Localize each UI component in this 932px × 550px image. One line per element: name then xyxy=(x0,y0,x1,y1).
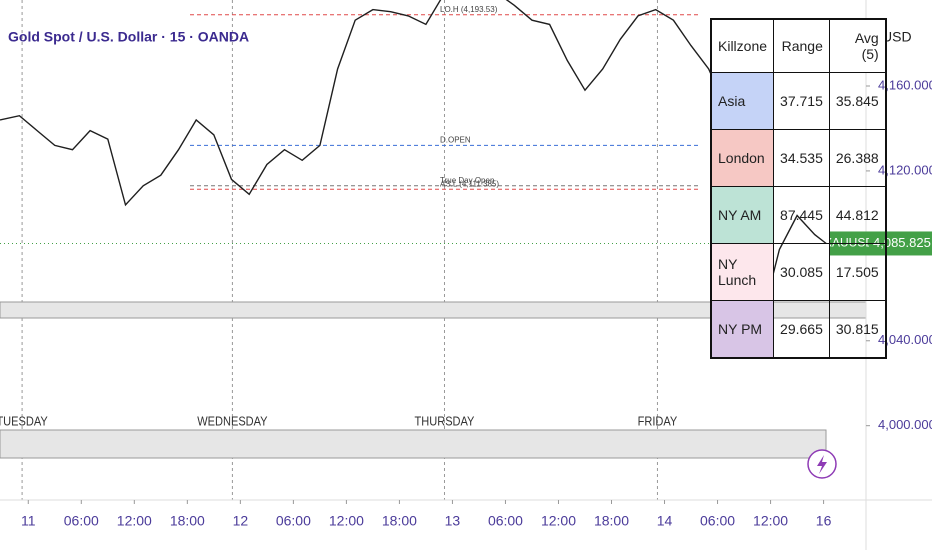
day-label: FRIDAY xyxy=(638,414,678,429)
level-label: AS.L (4,111.385) xyxy=(440,179,499,188)
price-line xyxy=(0,0,827,320)
x-tick-label: 18:00 xyxy=(594,513,629,529)
x-tick-label: 13 xyxy=(445,513,461,529)
avg-cell: 44.812 xyxy=(828,186,887,244)
killzone-row: NY PM 29.665 30.815 xyxy=(710,300,887,359)
killzone-name: Asia xyxy=(710,72,775,130)
range-cell: 87.445 xyxy=(773,186,830,244)
currency: USD xyxy=(882,29,912,45)
x-tick-label: 06:00 xyxy=(488,513,523,529)
killzone-row: London 34.535 26.388 xyxy=(710,129,887,187)
header-cell: Range xyxy=(773,18,830,73)
range-cell: 34.535 xyxy=(773,129,830,187)
level-label: D.OPEN xyxy=(440,136,471,145)
avg-cell: 26.388 xyxy=(828,129,887,187)
avg-cell: 35.845 xyxy=(828,72,887,130)
header-cell: Avg (5) xyxy=(828,18,887,73)
range-cell: 30.085 xyxy=(773,243,830,301)
day-label: TUESDAY xyxy=(0,414,48,429)
killzone-name: NY AM xyxy=(710,186,775,244)
price-tag-label: 4,085.825 xyxy=(873,235,931,250)
killzone-table: Killzone Range Avg (5) Asia 37.715 35.845 Lond… xyxy=(710,18,887,359)
avg-cell: 30.815 xyxy=(828,300,887,359)
chart-title: Gold Spot / U.S. Dollar · 15 · OANDA xyxy=(8,29,249,45)
day-label: WEDNESDAY xyxy=(197,414,267,429)
x-tick-label: 06:00 xyxy=(700,513,735,529)
killzone-name: NY Lunch xyxy=(710,243,775,301)
range-cell: 29.665 xyxy=(773,300,830,359)
y-tick-label: 4,000.000 xyxy=(878,417,932,432)
x-tick-label: 12:00 xyxy=(753,513,788,529)
killzone-row: NY AM 87.445 44.812 xyxy=(710,186,887,244)
x-tick-label: 14 xyxy=(657,513,673,529)
x-tick-label: 12:00 xyxy=(329,513,364,529)
alert-icon-bolt xyxy=(817,455,827,474)
x-tick-label: 18:00 xyxy=(382,513,417,529)
y-tick-label: 4,120.000 xyxy=(878,162,932,177)
x-tick-label: 11 xyxy=(21,513,36,529)
day-label: THURSDAY xyxy=(415,414,475,429)
header-cell: Killzone xyxy=(710,18,775,73)
x-tick-label: 12 xyxy=(233,513,249,529)
level-label: LO.H (4,193.53) xyxy=(440,5,498,14)
range-cell: 37.715 xyxy=(773,72,830,130)
killzone-row: NY Lunch 30.085 17.505 xyxy=(710,243,887,301)
y-tick-label: 4,160.000 xyxy=(878,77,932,92)
x-tick-label: 06:00 xyxy=(276,513,311,529)
x-tick-label: 12:00 xyxy=(117,513,152,529)
killzone-name: NY PM xyxy=(710,300,775,359)
x-tick-label: 18:00 xyxy=(170,513,205,529)
y-tick-label: 4,040.000 xyxy=(878,332,932,347)
table-header: Killzone Range Avg (5) xyxy=(710,18,887,73)
range-band xyxy=(0,429,827,459)
x-tick-label: 06:00 xyxy=(64,513,99,529)
avg-cell: 17.505 xyxy=(828,243,887,301)
x-tick-label: 16 xyxy=(816,513,832,529)
level-label: True Day Open xyxy=(440,176,494,185)
killzone-row: Asia 37.715 35.845 xyxy=(710,72,887,130)
x-tick-label: 12:00 xyxy=(541,513,576,529)
killzone-name: London xyxy=(710,129,775,187)
